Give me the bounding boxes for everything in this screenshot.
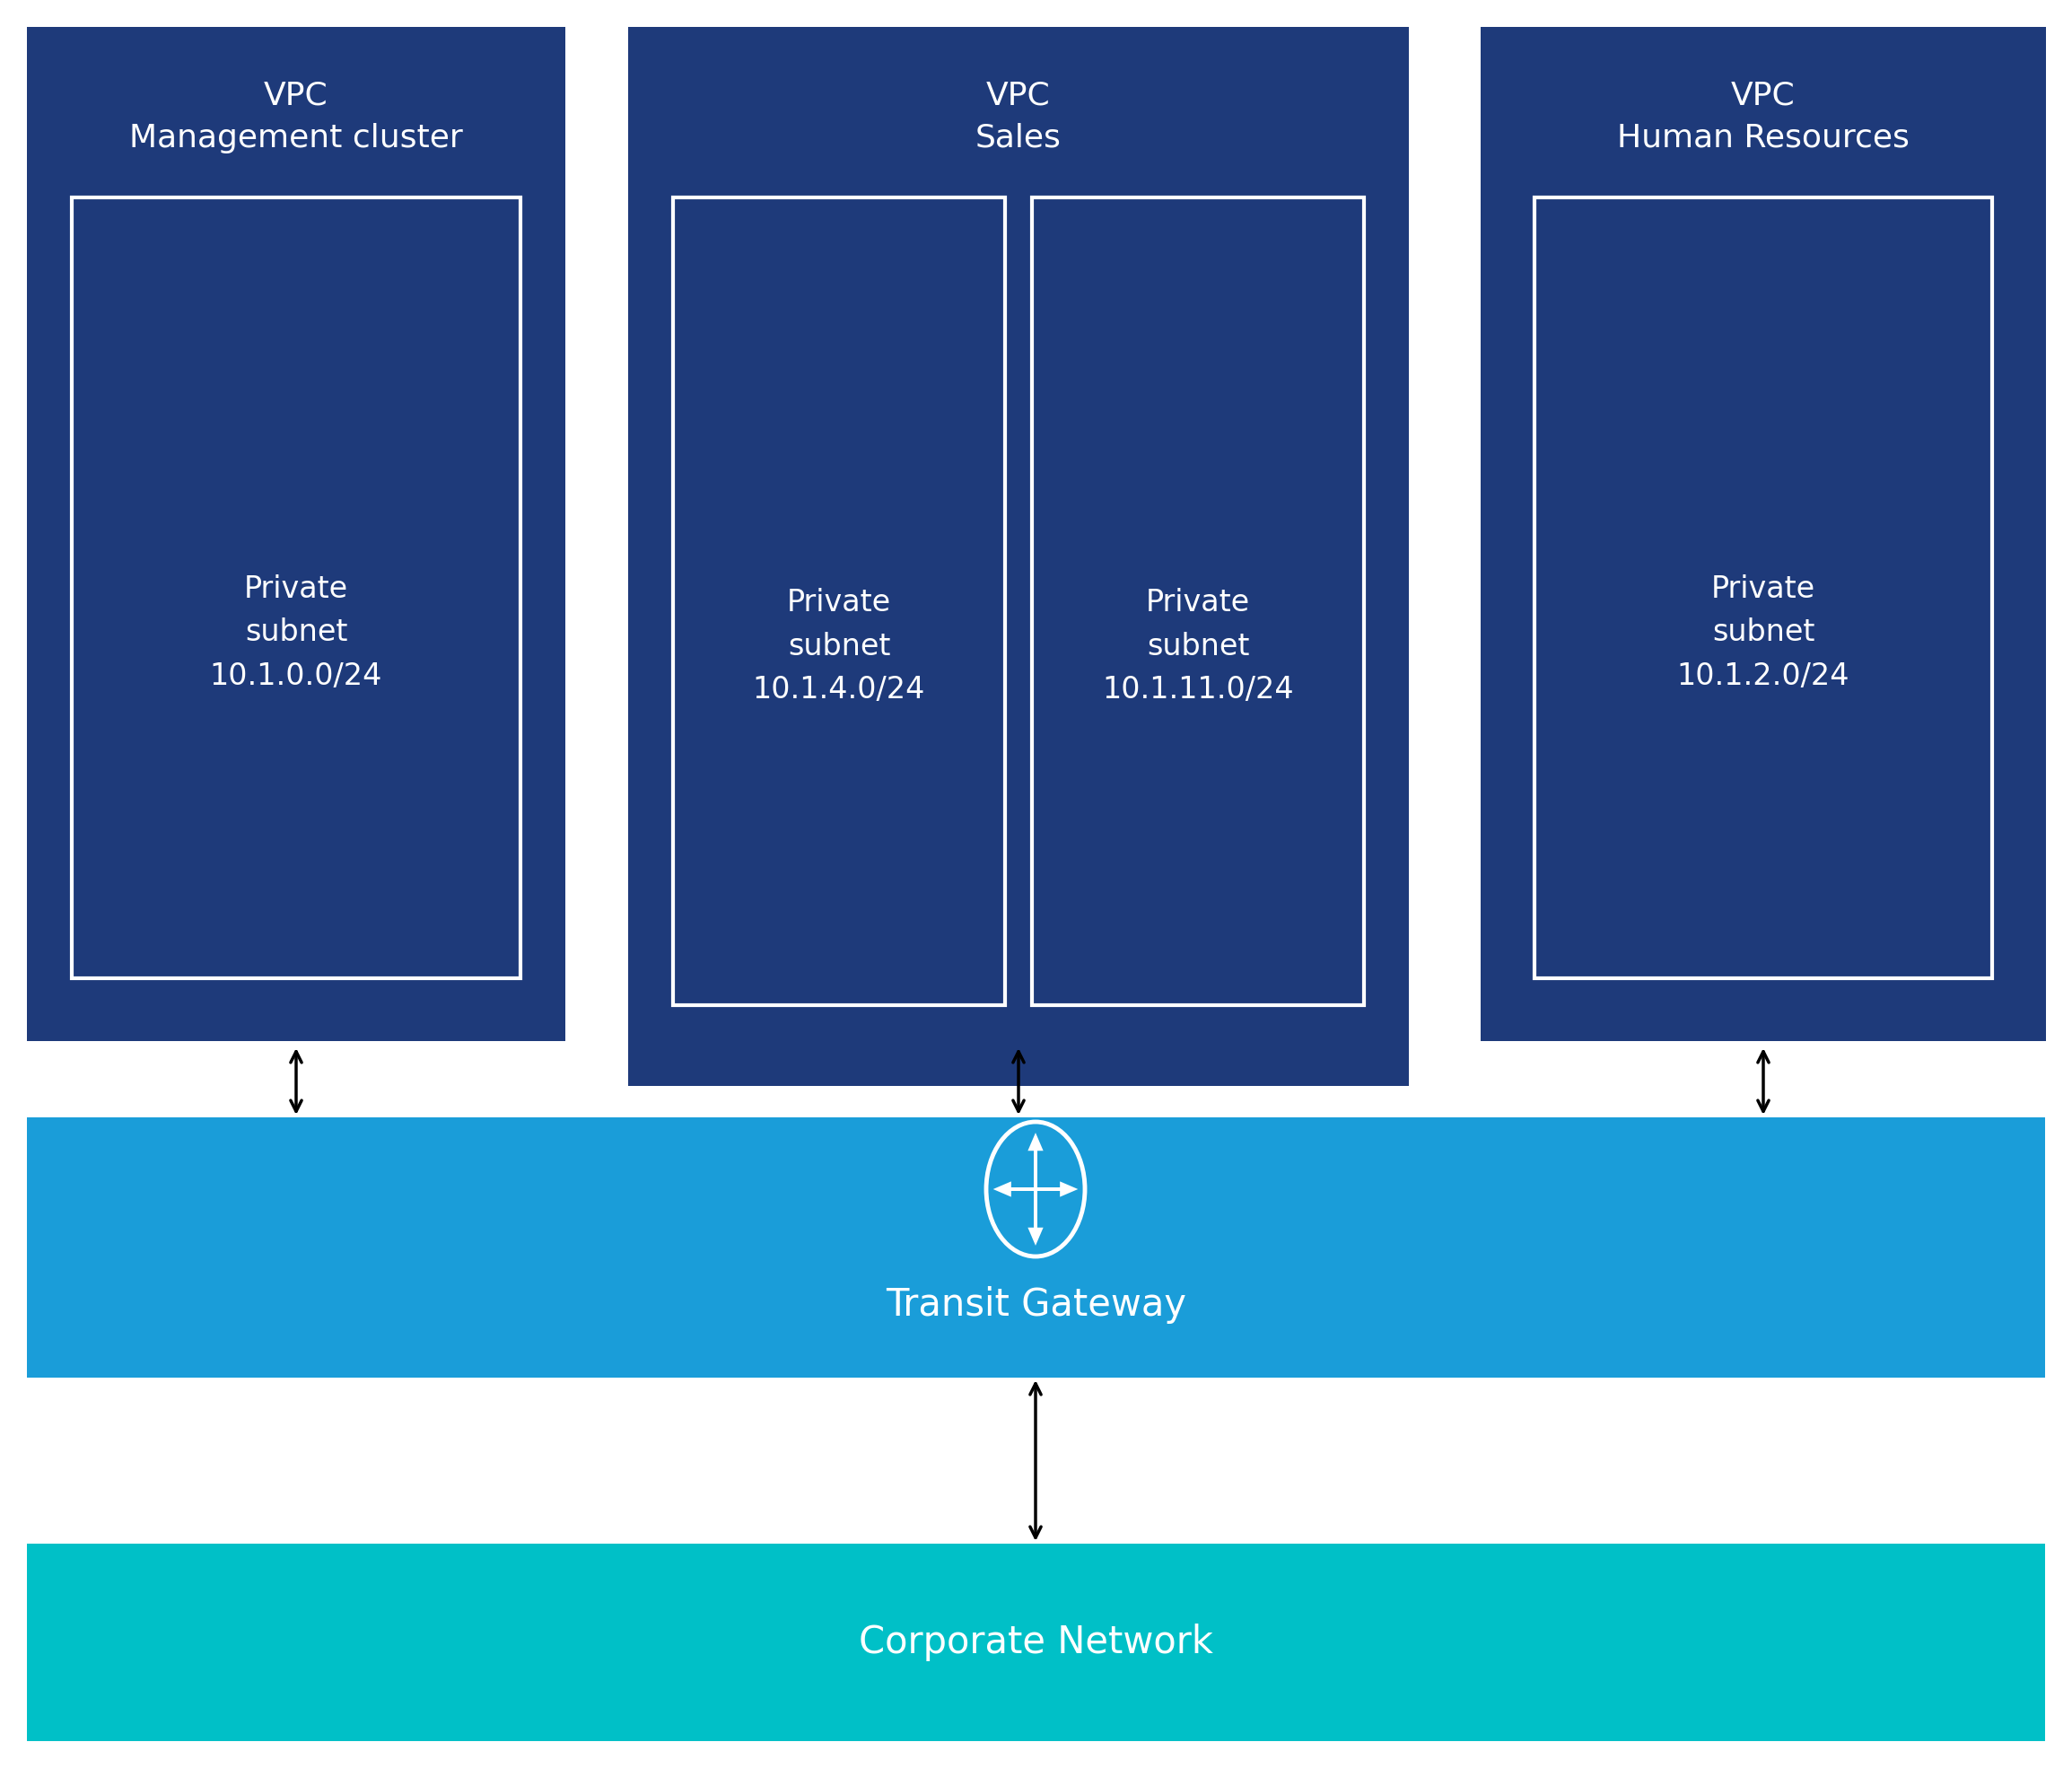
Text: Private
subnet
10.1.4.0/24: Private subnet 10.1.4.0/24 xyxy=(752,588,926,705)
Bar xyxy=(73,197,520,979)
Text: Private
subnet
10.1.2.0/24: Private subnet 10.1.2.0/24 xyxy=(1676,574,1850,691)
FancyArrow shape xyxy=(1030,1137,1040,1189)
Text: VPC
Sales: VPC Sales xyxy=(976,80,1061,153)
Bar xyxy=(1481,27,2045,1041)
Bar xyxy=(628,27,1409,1086)
Text: VPC
Human Resources: VPC Human Resources xyxy=(1616,80,1910,153)
Bar xyxy=(1032,197,1363,1006)
Bar xyxy=(673,197,1005,1006)
FancyArrow shape xyxy=(1036,1183,1073,1194)
Text: Corporate Network: Corporate Network xyxy=(858,1624,1214,1661)
Text: VPC
Management cluster: VPC Management cluster xyxy=(128,80,462,153)
FancyArrow shape xyxy=(1030,1189,1040,1242)
Text: Private
subnet
10.1.0.0/24: Private subnet 10.1.0.0/24 xyxy=(209,574,383,691)
Bar xyxy=(1535,197,1991,979)
Bar xyxy=(27,27,566,1041)
Text: Private
subnet
10.1.11.0/24: Private subnet 10.1.11.0/24 xyxy=(1102,588,1293,705)
FancyArrow shape xyxy=(997,1183,1036,1194)
Bar xyxy=(27,1544,2045,1741)
Text: Transit Gateway: Transit Gateway xyxy=(885,1287,1187,1324)
Bar xyxy=(27,1118,2045,1377)
